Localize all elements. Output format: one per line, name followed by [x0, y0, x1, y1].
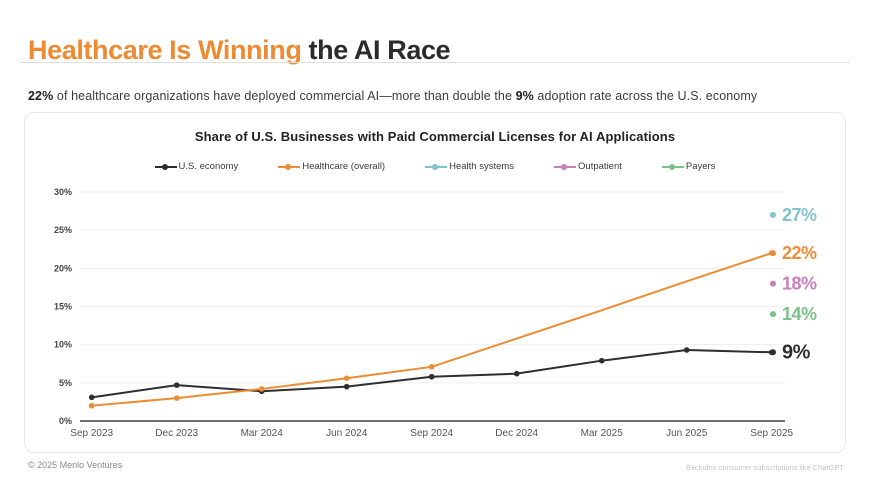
legend-label-payers: Payers	[685, 161, 716, 172]
svg-text:Sep 2023: Sep 2023	[70, 428, 113, 439]
y-axis-labels: 0% 5% 10% 15% 20% 25% 30%	[54, 187, 72, 426]
legend-label-u-s-economy: U.S. economy	[178, 161, 239, 172]
svg-text:5%: 5%	[59, 378, 72, 388]
page-title-highlight: Healthcare Is Winning	[28, 35, 302, 66]
svg-text:Jun 2025: Jun 2025	[666, 428, 708, 439]
subtitle-stat-healthcare: 22%	[28, 88, 54, 103]
legend-label-outpatient: Outpatient	[578, 161, 622, 172]
legend-swatch-outpatient-icon	[554, 163, 577, 170]
svg-text:Dec 2023: Dec 2023	[155, 428, 198, 439]
svg-text:Mar 2025: Mar 2025	[581, 428, 624, 439]
svg-text:Mar 2024: Mar 2024	[241, 428, 284, 439]
end-dot-health-systems	[770, 211, 776, 218]
title-divider	[20, 62, 850, 63]
svg-text:0%: 0%	[59, 416, 72, 426]
legend-item-payers: Payers	[661, 161, 716, 172]
page-subtitle: 22% of healthcare organizations have dep…	[28, 89, 850, 103]
subtitle-stat-economy: 9%	[515, 88, 534, 103]
chart-legend: U.S. economy Healthcare (overall) Health s…	[25, 161, 845, 172]
legend-label-healthcare-overall: Healthcare (overall)	[302, 161, 386, 172]
legend-item-healthcare-overall: Healthcare (overall)	[278, 161, 385, 172]
legend-swatch-u-s-economy-icon	[154, 163, 177, 170]
series-healthcare-overall	[88, 250, 775, 409]
end-label-u-s-economy: 9%	[782, 341, 811, 363]
x-axis-labels: Sep 2023 Dec 2023 Mar 2024 Jun 2024 Sep 2024…	[70, 428, 793, 439]
legend-item-u-s-economy: U.S. economy	[154, 161, 239, 172]
page-title-rest: the AI Race	[301, 35, 451, 66]
chart-plot: 0% 5% 10% 15% 20% 25% 30% Sep 2023 Dec 2023 Mar 2…	[54, 187, 818, 439]
svg-text:30%: 30%	[54, 187, 72, 197]
gridlines	[80, 191, 785, 422]
legend-swatch-healthcare-overall-icon	[278, 163, 301, 170]
series-u-s-economy	[88, 347, 775, 401]
legend-swatch-health-systems-icon	[425, 163, 448, 170]
end-dot-healthcare-overall	[770, 250, 776, 257]
end-dot-payers	[770, 311, 776, 318]
end-label-outpatient: 18%	[782, 274, 817, 294]
chart-card: Share of U.S. Businesses with Paid Comme…	[24, 112, 846, 453]
end-labels: 9% 22% 27% 18% 14%	[770, 205, 818, 363]
copyright-text: © 2025 Menlo Ventures	[28, 460, 123, 470]
end-dot-outpatient	[770, 280, 776, 287]
svg-text:Sep 2025: Sep 2025	[750, 428, 793, 439]
legend-swatch-payers-icon	[661, 163, 684, 170]
svg-text:Dec 2024: Dec 2024	[495, 428, 538, 439]
svg-text:10%: 10%	[54, 340, 72, 350]
svg-text:Sep 2024: Sep 2024	[410, 428, 453, 439]
chart-title: Share of U.S. Businesses with Paid Comme…	[194, 129, 676, 144]
legend-label-health-systems: Health systems	[449, 161, 515, 172]
svg-text:25%: 25%	[54, 225, 72, 235]
end-label-healthcare-overall: 22%	[782, 243, 817, 263]
subtitle-text-1: of healthcare organizations have deploye…	[53, 88, 516, 103]
svg-text:Jun 2024: Jun 2024	[326, 428, 368, 439]
subtitle-text-2: adoption rate across the U.S. economy	[533, 88, 758, 103]
legend-item-health-systems: Health systems	[425, 161, 514, 172]
end-dot-u-s-economy	[770, 349, 776, 356]
end-label-health-systems: 27%	[782, 205, 817, 225]
page-title: Healthcare Is Winning the AI Race	[28, 35, 451, 66]
svg-text:20%: 20%	[54, 263, 72, 273]
legend-item-outpatient: Outpatient	[554, 161, 622, 172]
end-label-payers: 14%	[782, 304, 817, 324]
footnote-text: Excludes consumer subscriptions like Cha…	[686, 463, 844, 472]
svg-text:15%: 15%	[54, 302, 72, 312]
